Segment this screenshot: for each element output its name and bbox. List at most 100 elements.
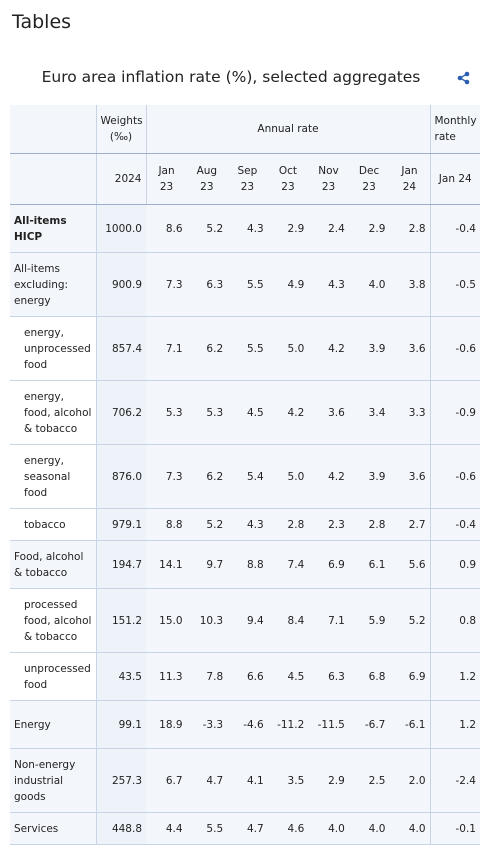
- table-row: processed food, alcohol & tobacco 151.2 15…: [10, 588, 480, 653]
- cell: 2.8: [389, 204, 430, 253]
- table-row: energy, unprocessed food 857.4 7.1 6.2 5.5 5.…: [10, 316, 480, 381]
- table-row: All-items HICP 1000.0 8.6 5.2 4.3 2.9 2.4 2.9 2.…: [10, 204, 480, 253]
- cell: 3.3: [389, 380, 430, 445]
- row-label: Services: [10, 812, 96, 845]
- cell: 2.9: [308, 748, 349, 813]
- table-row: Food, alcohol & tobacco 194.7 14.1 9.7 8.8 7.…: [10, 540, 480, 589]
- cell: 8.4: [267, 588, 309, 653]
- data-table: Weights (‰) Annual rate Monthly rate 2024 Ja…: [10, 105, 480, 845]
- cell: -6.7: [348, 700, 390, 749]
- cell: 7.4: [267, 540, 309, 589]
- header-row: Weights (‰) Annual rate Monthly rate: [10, 105, 480, 154]
- cell: 6.9: [308, 540, 349, 589]
- cell: 2.3: [308, 508, 349, 541]
- cell: 194.7: [95, 540, 146, 589]
- cell: 7.3: [146, 252, 187, 317]
- cell: 6.1: [348, 540, 390, 589]
- cell: 8.6: [146, 204, 187, 253]
- header-cell: 2024: [95, 153, 146, 205]
- cell: 4.7: [186, 748, 228, 813]
- cell: 6.2: [186, 444, 228, 509]
- cell: 4.9: [267, 252, 309, 317]
- cell: 5.2: [186, 508, 228, 541]
- cell: -0.6: [429, 444, 480, 509]
- row-label: energy, food, alcohol & tobacco: [10, 380, 96, 445]
- cell: 11.3: [146, 652, 187, 701]
- cell: 5.5: [227, 252, 268, 317]
- header-cell: Dec 23: [348, 153, 390, 205]
- cell: 7.3: [146, 444, 187, 509]
- header-cell: Nov 23: [308, 153, 349, 205]
- cell: 5.6: [389, 540, 430, 589]
- cell: 5.5: [186, 812, 228, 845]
- cell: 5.0: [267, 316, 309, 381]
- table-row: Non-energy industrial goods 257.3 6.7 4.7 4.…: [10, 748, 480, 813]
- cell: 1.2: [429, 700, 480, 749]
- cell: 5.9: [348, 588, 390, 653]
- cell: 4.2: [267, 380, 309, 445]
- cell: -0.9: [429, 380, 480, 445]
- cell: 4.0: [389, 812, 430, 845]
- cell: 4.0: [348, 252, 390, 317]
- cell: 2.8: [267, 508, 309, 541]
- cell: 4.6: [267, 812, 309, 845]
- table-row: Services 448.8 4.4 5.5 4.7 4.6 4.0 4.0 4.0 -0.1: [10, 812, 480, 845]
- header-cell: Jan 23: [145, 153, 187, 205]
- row-label: All-items excluding: energy: [10, 252, 96, 317]
- cell: 2.8: [348, 508, 390, 541]
- cell: -0.1: [429, 812, 480, 845]
- header-cell: Sep 23: [227, 153, 268, 205]
- cell: 18.9: [146, 700, 187, 749]
- cell: -3.3: [186, 700, 228, 749]
- row-label: processed food, alcohol & tobacco: [10, 588, 96, 653]
- cell: 448.8: [95, 812, 146, 845]
- cell: 7.8: [186, 652, 228, 701]
- cell: 6.3: [186, 252, 228, 317]
- cell: 4.4: [146, 812, 187, 845]
- table-row: energy, food, alcohol & tobacco 706.2 5.3 5…: [10, 380, 480, 445]
- cell: -0.4: [429, 204, 480, 253]
- cell: 2.4: [308, 204, 349, 253]
- cell: -6.1: [389, 700, 430, 749]
- cell: 6.7: [146, 748, 187, 813]
- cell: 6.3: [308, 652, 349, 701]
- cell: 3.6: [308, 380, 349, 445]
- row-label: Energy: [10, 700, 96, 749]
- cell: 4.3: [227, 508, 268, 541]
- table-row: All-items excluding: energy 900.9 7.3 6.3 5.…: [10, 252, 480, 317]
- cell: 257.3: [95, 748, 146, 813]
- cell: 4.3: [227, 204, 268, 253]
- table-row: tobacco 979.1 8.8 5.2 4.3 2.8 2.3 2.8 2.7 -0.4: [10, 508, 480, 541]
- cell: -11.2: [267, 700, 309, 749]
- cell: 5.4: [227, 444, 268, 509]
- cell: 99.1: [95, 700, 146, 749]
- cell: 1000.0: [95, 204, 146, 253]
- row-label: All-items HICP: [10, 204, 96, 253]
- row-label: energy, seasonal food: [10, 444, 96, 509]
- cell: 8.8: [227, 540, 268, 589]
- table-row: energy, seasonal food 876.0 7.3 6.2 5.4 5.0 4.…: [10, 444, 480, 509]
- header-row: 2024 Jan 23 Aug 23 Sep 23 Oct 23 Nov 23 Dec 23…: [10, 153, 480, 205]
- cell: -0.6: [429, 316, 480, 381]
- cell: 5.2: [389, 588, 430, 653]
- cell: 14.1: [146, 540, 187, 589]
- header-cell: Jan 24: [429, 153, 480, 205]
- cell: 900.9: [95, 252, 146, 317]
- cell: 1.2: [429, 652, 480, 701]
- cell: 4.1: [227, 748, 268, 813]
- cell: 10.3: [186, 588, 228, 653]
- row-label: unprocessed food: [10, 652, 96, 701]
- header-cell: [10, 105, 96, 154]
- cell: 2.7: [389, 508, 430, 541]
- cell: -0.4: [429, 508, 480, 541]
- share-icon[interactable]: [457, 71, 471, 85]
- cell: 7.1: [308, 588, 349, 653]
- header-cell: Jan 24: [389, 153, 430, 205]
- cell: 6.9: [389, 652, 430, 701]
- cell: -0.5: [429, 252, 480, 317]
- cell: 7.1: [146, 316, 187, 381]
- cell: 4.5: [227, 380, 268, 445]
- cell: 9.4: [227, 588, 268, 653]
- cell: 6.8: [348, 652, 390, 701]
